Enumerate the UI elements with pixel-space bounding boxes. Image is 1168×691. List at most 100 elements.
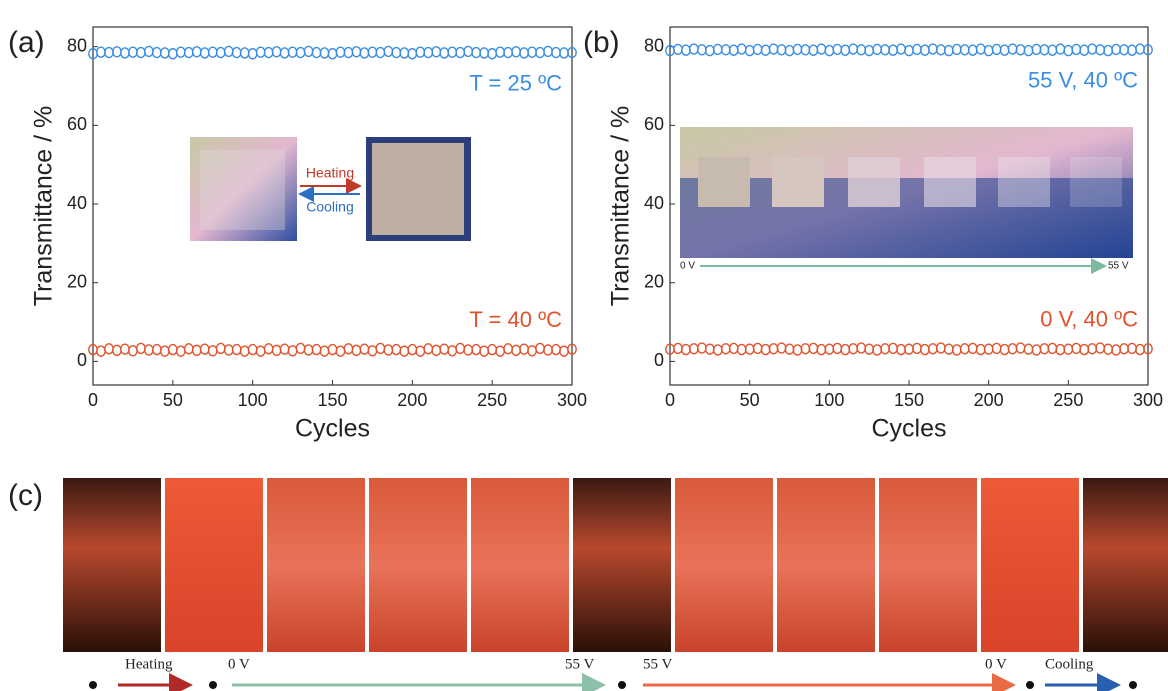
marker <box>785 344 793 354</box>
marker <box>913 343 921 353</box>
marker <box>496 346 504 356</box>
marker <box>897 345 905 355</box>
marker <box>488 49 496 59</box>
marker <box>1096 343 1104 353</box>
inset-label: Cooling <box>306 199 353 215</box>
marker <box>753 343 761 353</box>
x-tick-label: 50 <box>163 390 183 410</box>
marker <box>368 47 376 57</box>
marker <box>905 46 913 56</box>
x-tick-label: 200 <box>974 390 1004 410</box>
marker <box>240 48 248 58</box>
marker <box>121 48 129 58</box>
marker <box>209 47 217 57</box>
marker <box>945 46 953 56</box>
marker <box>280 48 288 58</box>
marker <box>360 344 368 354</box>
series <box>666 343 1152 355</box>
marker <box>552 345 560 355</box>
series-label: T = 40 ºC <box>469 307 562 332</box>
marker <box>312 345 320 355</box>
marker <box>738 345 746 355</box>
marker <box>1104 344 1112 354</box>
marker <box>921 345 929 355</box>
marker <box>129 346 137 356</box>
marker <box>336 346 344 356</box>
marker <box>201 48 209 58</box>
marker <box>809 45 817 55</box>
marker <box>408 49 416 59</box>
marker <box>296 48 304 58</box>
marker <box>961 344 969 354</box>
marker <box>1048 45 1056 55</box>
strip-label: Heating <box>125 656 173 672</box>
marker <box>121 344 129 354</box>
marker <box>929 344 937 354</box>
marker <box>400 48 408 58</box>
marker <box>1088 44 1096 54</box>
marker <box>889 343 897 353</box>
marker <box>336 47 344 57</box>
marker <box>472 345 480 355</box>
inset-label: 0 V <box>680 261 695 272</box>
marker <box>560 48 568 58</box>
marker <box>698 45 706 55</box>
marker <box>169 49 177 59</box>
marker <box>849 44 857 54</box>
marker <box>857 343 865 353</box>
marker <box>1072 44 1080 54</box>
marker <box>682 345 690 355</box>
marker <box>1104 46 1112 56</box>
x-tick-label: 300 <box>557 390 587 410</box>
marker <box>480 346 488 356</box>
marker <box>161 346 169 356</box>
marker <box>1048 343 1056 353</box>
marker <box>825 344 833 354</box>
marker <box>897 44 905 54</box>
marker <box>1136 44 1144 54</box>
marker <box>984 344 992 354</box>
x-tick-label: 250 <box>477 390 507 410</box>
marker <box>177 346 185 356</box>
marker <box>280 344 288 354</box>
marker <box>560 346 568 356</box>
marker <box>992 44 1000 54</box>
marker <box>817 345 825 355</box>
x-tick-label: 0 <box>88 390 98 410</box>
marker <box>793 345 801 355</box>
marker <box>777 45 785 55</box>
marker <box>1120 45 1128 55</box>
marker <box>185 344 193 354</box>
marker <box>496 47 504 57</box>
marker <box>408 345 416 355</box>
marker <box>456 343 464 353</box>
marker <box>424 344 432 354</box>
marker <box>113 47 121 57</box>
marker <box>248 345 256 355</box>
marker <box>416 47 424 57</box>
y-tick-label: 0 <box>654 350 664 370</box>
inset-label: Heating <box>306 165 354 181</box>
marker <box>384 345 392 355</box>
marker <box>464 345 472 355</box>
x-tick-label: 150 <box>894 390 924 410</box>
marker <box>105 48 113 58</box>
marker <box>745 46 753 56</box>
marker <box>520 48 528 58</box>
marker <box>865 344 873 354</box>
marker <box>1088 344 1096 354</box>
marker <box>833 343 841 353</box>
marker <box>1120 344 1128 354</box>
x-tick-label: 0 <box>665 390 675 410</box>
marker <box>1008 344 1016 354</box>
series <box>666 44 1152 56</box>
series <box>89 343 576 356</box>
marker <box>1128 45 1136 55</box>
y-tick-label: 20 <box>67 271 87 291</box>
marker <box>504 344 512 354</box>
marker <box>240 346 248 356</box>
marker <box>448 47 456 57</box>
marker <box>344 48 352 58</box>
inset-photos <box>190 137 471 241</box>
marker <box>992 343 1000 353</box>
